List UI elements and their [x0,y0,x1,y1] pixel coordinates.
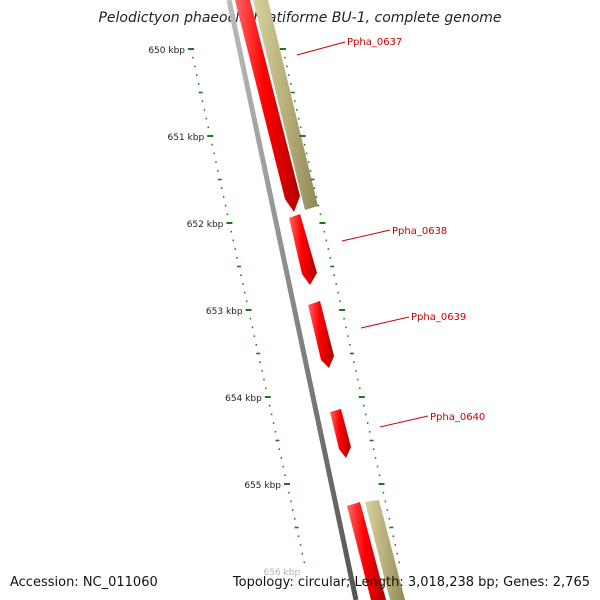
label-leader [360,316,410,329]
gene-feature [365,500,405,600]
kbp-label: 655 kbp [244,481,281,491]
label-leader [379,415,429,428]
label-leader [341,229,391,242]
gene-label-3[interactable]: Ppha_0639 [411,312,466,323]
gene-feature [253,0,318,210]
accession-text: Accession: NC_011060 [10,575,158,590]
kbp-label: 651 kbp [168,133,205,143]
genome-backbone [226,0,359,600]
map-title: Pelodictyon phaeoclathratiforme BU-1, co… [98,10,502,26]
scale-ticks [188,48,400,564]
cds-feature [308,301,334,368]
gene-label-2[interactable]: Ppha_0638 [392,226,447,237]
gene-label-1[interactable]: Ppha_0637 [347,37,402,48]
cds-track [235,0,386,600]
kbp-label: 654 kbp [225,394,262,404]
kbp-label: 652 kbp [187,220,224,230]
gene-label-4[interactable]: Ppha_0640 [430,412,485,423]
scale-labels: 650 kbp 651 kbp 652 kbp 653 kbp 654 kbp 655 k… [148,46,300,578]
cds-feature [289,214,317,285]
genome-summary: Topology: circular; Length: 3,018,238 bp… [232,575,590,590]
kbp-label: 650 kbp [148,46,185,56]
gene-track [253,0,405,600]
cds-feature [235,0,300,212]
kbp-label: 656 kbp [264,568,301,578]
label-leader [296,41,346,56]
kbp-label: 653 kbp [206,307,243,317]
gene-labels: Ppha_0637 Ppha_0638 Ppha_0639 Ppha_0640 [296,37,485,428]
cds-feature [347,502,386,600]
cds-feature [330,409,351,458]
